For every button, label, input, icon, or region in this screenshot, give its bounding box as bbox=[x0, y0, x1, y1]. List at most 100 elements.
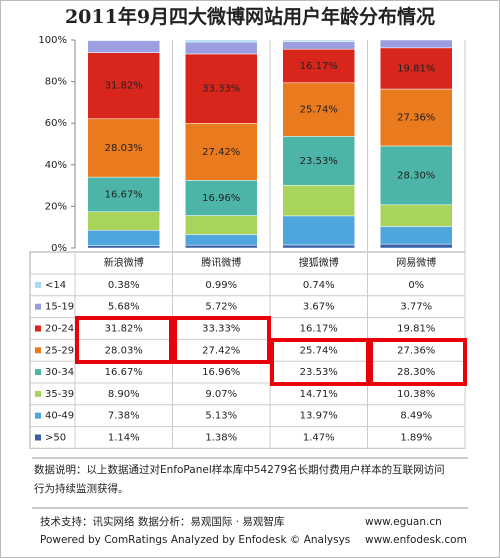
table-cell: 5.72% bbox=[205, 302, 237, 313]
table-cell: 10.38% bbox=[397, 389, 435, 400]
table-cell: 16.67% bbox=[105, 367, 143, 378]
bar-segment bbox=[185, 53, 258, 124]
table-cell: 28.03% bbox=[105, 345, 143, 356]
legend-label: 40-49 bbox=[45, 411, 74, 422]
highlight-box bbox=[369, 338, 467, 386]
legend-label: 20-24 bbox=[45, 324, 74, 335]
bar-value-label: 16.17% bbox=[300, 61, 338, 72]
bar-segment bbox=[282, 48, 355, 84]
bar-segment bbox=[185, 39, 258, 43]
bar-segment bbox=[87, 39, 160, 42]
highlight-box bbox=[270, 338, 370, 386]
bar-segment bbox=[282, 136, 355, 186]
table-cell: 0.38% bbox=[108, 280, 140, 291]
bar-segment bbox=[380, 145, 453, 206]
table-cell: 16.96% bbox=[202, 367, 240, 378]
x-tick-label: 搜狐微博 bbox=[299, 256, 339, 269]
note: Powered by ComRatings Analyzed by Enfode… bbox=[40, 534, 350, 546]
table-cell: 8.49% bbox=[400, 411, 432, 422]
bar-segment bbox=[282, 185, 355, 217]
bar-segment bbox=[87, 211, 160, 231]
table-cell: 1.89% bbox=[400, 433, 432, 444]
legend-label: 30-34 bbox=[45, 367, 74, 378]
legend-label: 15-19 bbox=[45, 302, 74, 313]
table-cell: 1.14% bbox=[108, 433, 140, 444]
note: www.eguan.cn bbox=[365, 516, 442, 528]
table-cell: 13.97% bbox=[300, 411, 338, 422]
table-cell: 14.71% bbox=[300, 389, 338, 400]
note: 技术支持：讯实网络 数据分析：易观国际 · 易观智库 bbox=[40, 515, 284, 528]
y-tick-label: 80% bbox=[45, 77, 67, 88]
table-cell: 0.99% bbox=[205, 280, 237, 291]
table-cell: 16.17% bbox=[300, 324, 338, 335]
legend-swatch bbox=[35, 369, 41, 376]
bar-segment bbox=[380, 47, 453, 90]
bar-segment bbox=[87, 176, 160, 213]
x-tick-label: 腾讯微博 bbox=[201, 256, 241, 269]
bar-segment bbox=[185, 180, 258, 216]
bar-segment bbox=[87, 245, 160, 249]
y-tick-label: 40% bbox=[45, 160, 67, 171]
bar-segment bbox=[380, 88, 453, 147]
table-cell: 0.74% bbox=[303, 280, 335, 291]
bar-segment bbox=[282, 39, 355, 42]
legend-swatch bbox=[35, 412, 41, 419]
table-cell: 28.30% bbox=[397, 367, 435, 378]
note: www.enfodesk.com bbox=[365, 534, 467, 546]
bar-segment bbox=[185, 215, 258, 235]
bar-segment bbox=[380, 39, 453, 49]
highlight-box bbox=[173, 316, 271, 364]
legend-swatch bbox=[35, 303, 41, 310]
highlight-box bbox=[75, 316, 173, 364]
legend-swatch bbox=[35, 347, 41, 354]
bar-segment bbox=[87, 40, 160, 53]
table-cell: 31.82% bbox=[105, 324, 143, 335]
bar-segment bbox=[282, 244, 355, 249]
legend-label: 35-39 bbox=[45, 389, 74, 400]
bar-value-label: 28.03% bbox=[105, 143, 143, 154]
y-tick-label: 0% bbox=[51, 243, 67, 254]
bar-segment bbox=[282, 41, 355, 50]
y-tick-label: 60% bbox=[45, 118, 67, 129]
chart-title: 2011年9月四大微博网站用户年龄分布情况 bbox=[65, 5, 435, 28]
legend-swatch bbox=[35, 281, 41, 288]
legend-label: <14 bbox=[45, 280, 66, 291]
bar-value-label: 19.81% bbox=[397, 63, 435, 74]
bar-value-label: 25.74% bbox=[300, 105, 338, 116]
x-tick-label: 网易微博 bbox=[396, 256, 436, 269]
table-cell: 3.67% bbox=[303, 302, 335, 313]
bar-segment bbox=[282, 82, 355, 137]
bar-segment bbox=[185, 123, 258, 181]
note: 数据说明：以上数据通过对EnfoPanel样本库中54279名长期付费用户样本的… bbox=[34, 463, 445, 476]
table-cell: 0% bbox=[408, 280, 424, 291]
table-cell: 1.47% bbox=[303, 433, 335, 444]
table-cell: 5.13% bbox=[205, 411, 237, 422]
table-cell: 27.42% bbox=[202, 345, 240, 356]
bar-segment bbox=[87, 52, 160, 120]
table-cell: 5.68% bbox=[108, 302, 140, 313]
bar-value-label: 27.36% bbox=[397, 113, 435, 124]
bar-value-label: 28.30% bbox=[397, 170, 435, 181]
table-cell: 8.90% bbox=[108, 389, 140, 400]
table-cell: 3.77% bbox=[400, 302, 432, 313]
table-cell: 27.36% bbox=[397, 345, 435, 356]
bar-value-label: 33.33% bbox=[202, 84, 240, 95]
bar-value-label: 27.42% bbox=[202, 147, 240, 158]
bar-segment bbox=[185, 244, 258, 249]
legend-swatch bbox=[35, 434, 41, 441]
highlights bbox=[75, 316, 467, 386]
table-cell: 23.53% bbox=[300, 367, 338, 378]
table-cell: 1.38% bbox=[205, 433, 237, 444]
bar-segment bbox=[185, 41, 258, 55]
x-tick-label: 新浪微博 bbox=[104, 256, 144, 269]
legend-label: >50 bbox=[45, 433, 66, 444]
bar-value-label: 16.67% bbox=[105, 189, 143, 200]
table-cell: 9.07% bbox=[205, 389, 237, 400]
legend-swatch bbox=[35, 325, 41, 332]
bar-segment bbox=[380, 204, 453, 227]
table-cell: 7.38% bbox=[108, 411, 140, 422]
bar-value-label: 16.96% bbox=[202, 193, 240, 204]
y-tick-label: 100% bbox=[38, 35, 67, 46]
bar-segment bbox=[87, 230, 160, 246]
